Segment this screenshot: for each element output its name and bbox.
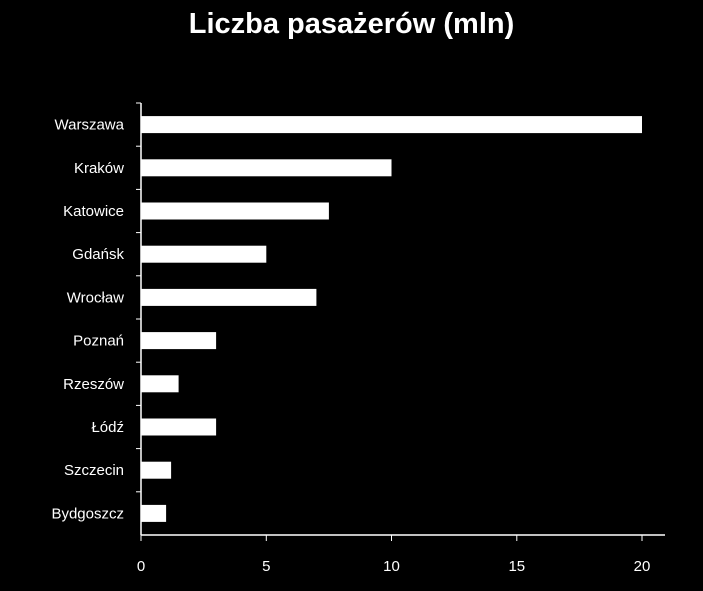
bar-4	[141, 288, 317, 306]
x-tick-label-4: 20	[634, 558, 651, 575]
category-label-8: Szczecin	[64, 462, 124, 479]
bar-3	[141, 245, 267, 263]
axis-layer	[136, 102, 665, 541]
category-label-5: Poznań	[73, 333, 124, 350]
category-label-2: Katowice	[63, 203, 124, 220]
x-tick-label-1: 5	[262, 558, 270, 575]
bar-1	[141, 159, 392, 177]
bar-8	[141, 461, 172, 479]
bars-layer	[141, 116, 642, 522]
bar-0	[141, 116, 642, 134]
bar-5	[141, 332, 217, 350]
category-label-7: Łódź	[91, 419, 124, 436]
x-tick-label-3: 15	[508, 558, 525, 575]
chart-title: Liczba pasażerów (mln)	[188, 8, 515, 40]
category-label-3: Gdańsk	[72, 246, 124, 263]
bar-2	[141, 202, 329, 220]
category-label-4: Wrocław	[67, 289, 124, 306]
category-label-6: Rzeszów	[63, 376, 124, 393]
category-label-0: Warszawa	[55, 117, 125, 134]
category-label-9: Bydgoszcz	[51, 505, 124, 522]
bar-9	[141, 504, 167, 522]
x-tick-label-2: 10	[383, 558, 400, 575]
category-label-1: Kraków	[74, 160, 124, 177]
x-tick-label-0: 0	[137, 558, 145, 575]
labels-layer: Warszawa Kraków Katowice Gdańsk Wrocław Pozna…	[51, 117, 650, 575]
bar-6	[141, 375, 179, 393]
bar-7	[141, 418, 217, 436]
